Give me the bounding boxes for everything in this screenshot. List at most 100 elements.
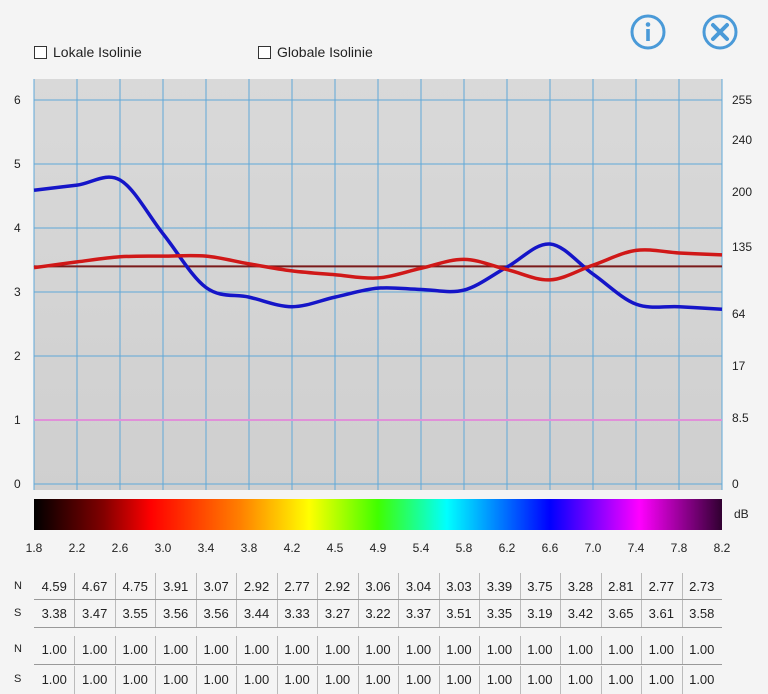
cell-divider bbox=[74, 666, 76, 694]
x-tick-label: 7.4 bbox=[628, 541, 645, 555]
x-tick-label: 2.6 bbox=[112, 541, 129, 555]
blue-series-line bbox=[33, 175, 723, 312]
cell-divider bbox=[519, 666, 521, 694]
cell-divider bbox=[195, 636, 197, 664]
x-tick-label: 4.5 bbox=[327, 541, 344, 555]
cell-divider bbox=[155, 666, 157, 694]
table-cell: 1.00 bbox=[243, 672, 270, 687]
table-cell: 1.00 bbox=[243, 642, 270, 657]
y-right-tick-label: 17 bbox=[732, 359, 746, 373]
cell-divider bbox=[600, 666, 602, 694]
table-cell: 1.00 bbox=[203, 672, 229, 687]
local-isoline-checkbox[interactable]: Lokale Isolinie bbox=[34, 44, 142, 60]
table-cell: 1.00 bbox=[608, 672, 634, 687]
cell-divider bbox=[155, 636, 157, 664]
cell-divider bbox=[357, 600, 359, 628]
table-cell: 3.55 bbox=[122, 606, 148, 621]
cell-divider bbox=[74, 636, 76, 664]
table-cell: 3.33 bbox=[284, 606, 310, 621]
row-label: N bbox=[14, 643, 22, 655]
cell-divider bbox=[114, 636, 116, 664]
y-left-tick-label: 6 bbox=[14, 93, 21, 107]
x-tick-label: 3.4 bbox=[198, 541, 215, 555]
cell-divider bbox=[560, 573, 562, 601]
cell-divider bbox=[276, 600, 278, 628]
table-cell: 1.00 bbox=[162, 642, 189, 657]
row-divider bbox=[34, 599, 722, 600]
cell-divider bbox=[560, 600, 562, 628]
table-cell: 4.75 bbox=[122, 579, 148, 594]
cell-divider bbox=[641, 573, 643, 601]
table-cell: 1.00 bbox=[82, 672, 108, 687]
cell-divider bbox=[236, 666, 238, 694]
local-isoline-label: Lokale Isolinie bbox=[53, 44, 142, 60]
table-cell: 1.00 bbox=[41, 642, 67, 657]
table-cell: 1.00 bbox=[405, 642, 432, 657]
table-cell: 1.00 bbox=[527, 672, 553, 687]
table-cell: 3.06 bbox=[365, 579, 391, 594]
row-label: N bbox=[14, 580, 22, 592]
table-cell: 1.00 bbox=[527, 642, 553, 657]
table-cell: 3.28 bbox=[567, 579, 593, 594]
table-cell: 1.00 bbox=[648, 642, 674, 657]
chart: 0 1 2 3 4 5 6 0 8.5 17 64 135 200 240 255 dB 1.8 2.2 2.… bbox=[14, 79, 752, 555]
row-divider bbox=[34, 627, 722, 628]
table-cell: 3.51 bbox=[446, 606, 472, 621]
table-cell: 1.00 bbox=[162, 672, 189, 687]
cell-divider bbox=[114, 573, 116, 601]
cell-divider bbox=[74, 573, 76, 601]
cell-divider bbox=[236, 600, 238, 628]
info-icon[interactable] bbox=[628, 12, 668, 52]
x-tick-label: 6.6 bbox=[542, 541, 559, 555]
x-tick-label: 1.8 bbox=[26, 541, 43, 555]
table-cell: 3.91 bbox=[162, 579, 189, 594]
table-cell: 3.75 bbox=[527, 579, 553, 594]
cell-divider bbox=[681, 573, 683, 601]
cell-divider bbox=[357, 666, 359, 694]
cell-divider bbox=[438, 573, 440, 601]
table-cell: 3.42 bbox=[567, 606, 593, 621]
cell-divider bbox=[600, 573, 602, 601]
table-cell: 1.00 bbox=[365, 672, 391, 687]
cell-divider bbox=[317, 600, 319, 628]
cell-divider bbox=[438, 636, 440, 664]
x-tick-label: 2.2 bbox=[69, 541, 86, 555]
x-tick-label: 8.2 bbox=[714, 541, 731, 555]
cell-divider bbox=[317, 666, 319, 694]
table-cell: 3.38 bbox=[41, 606, 67, 621]
colorbar bbox=[34, 499, 722, 530]
cell-divider bbox=[560, 636, 562, 664]
cell-divider bbox=[398, 636, 400, 664]
cell-divider bbox=[681, 600, 683, 628]
cell-divider bbox=[236, 573, 238, 601]
table-cell: 1.00 bbox=[405, 672, 432, 687]
x-tick-label: 3.8 bbox=[241, 541, 258, 555]
cell-divider bbox=[155, 573, 157, 601]
cell-divider bbox=[276, 636, 278, 664]
table-cell: 1.00 bbox=[608, 642, 634, 657]
global-isoline-checkbox[interactable]: Globale Isolinie bbox=[258, 44, 373, 60]
table-cell: 1.00 bbox=[324, 642, 351, 657]
y-right-tick-label: 0 bbox=[732, 477, 739, 491]
checkbox-box[interactable] bbox=[34, 45, 47, 59]
close-icon[interactable] bbox=[700, 12, 740, 52]
cell-divider bbox=[276, 573, 278, 601]
checkbox-box[interactable] bbox=[258, 45, 271, 59]
row-divider bbox=[34, 664, 722, 665]
table-cell: 1.00 bbox=[486, 642, 513, 657]
x-tick-label: 5.4 bbox=[413, 541, 430, 555]
y-right-tick-label: 135 bbox=[732, 240, 752, 254]
cell-divider bbox=[519, 573, 521, 601]
y-right-tick-label: 8.5 bbox=[732, 411, 749, 425]
table-cell: 3.47 bbox=[82, 606, 108, 621]
red-series-line bbox=[33, 248, 723, 282]
cell-divider bbox=[195, 600, 197, 628]
table-cell: 1.00 bbox=[41, 672, 67, 687]
y-left-tick-label: 1 bbox=[14, 413, 21, 427]
x-tick-label: 3.0 bbox=[155, 541, 172, 555]
table-cell: 3.65 bbox=[608, 606, 634, 621]
table-cell: 3.22 bbox=[365, 606, 391, 621]
x-tick-label: 5.8 bbox=[456, 541, 473, 555]
table-cell: 1.00 bbox=[567, 642, 593, 657]
table-cell: 3.58 bbox=[689, 606, 715, 621]
